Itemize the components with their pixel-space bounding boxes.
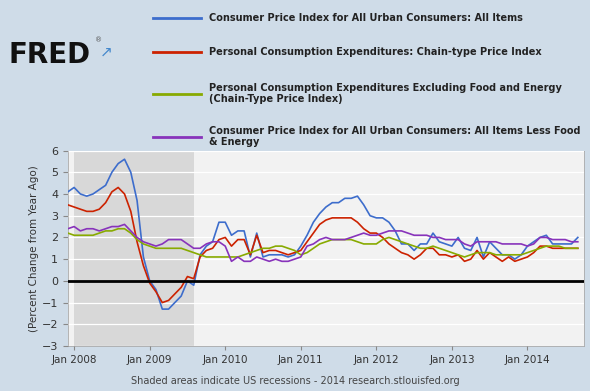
Text: Personal Consumption Expenditures Excluding Food and Energy
(Chain-Type Price In: Personal Consumption Expenditures Exclud… (209, 83, 562, 104)
Y-axis label: (Percent Change from Year Ago): (Percent Change from Year Ago) (29, 165, 39, 332)
Text: Consumer Price Index for All Urban Consumers: All Items: Consumer Price Index for All Urban Consu… (209, 13, 523, 23)
Text: Personal Consumption Expenditures: Chain-type Price Index: Personal Consumption Expenditures: Chain… (209, 47, 542, 57)
Text: ®: ® (95, 38, 102, 44)
Bar (74, 151, 194, 346)
Text: ↗: ↗ (99, 45, 112, 60)
Text: FRED: FRED (8, 41, 91, 69)
Text: Shaded areas indicate US recessions - 2014 research.stlouisfed.org: Shaded areas indicate US recessions - 20… (131, 376, 459, 386)
Text: Consumer Price Index for All Urban Consumers: All Items Less Food
& Energy: Consumer Price Index for All Urban Consu… (209, 126, 581, 147)
